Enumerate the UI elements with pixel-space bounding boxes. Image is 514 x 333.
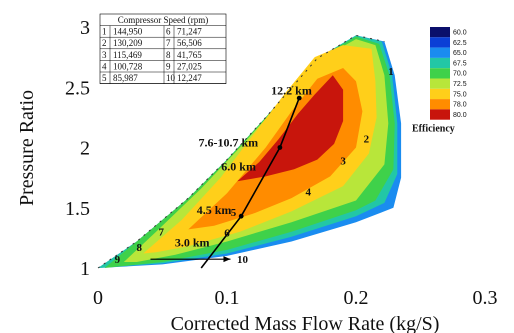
speed-table-cell: 7 (166, 38, 171, 48)
speed-line-10-arrowhead (223, 256, 231, 263)
speed-table-cell: 115,469 (113, 50, 142, 60)
legend-label-4: 70.0 (453, 71, 467, 78)
speed-table-cell: 5 (102, 73, 107, 83)
x-axis-label: Corrected Mass Flow Rate (kg/S) (171, 313, 440, 333)
speed-table-cell: 71,247 (177, 27, 202, 37)
y-tick-label-4: 3 (80, 17, 90, 39)
speed-line-label-2: 2 (364, 134, 370, 146)
speed-line-labels: 1 2 3 4 56 7 8 9 10 (115, 66, 394, 266)
speed-line-label-8: 8 (137, 242, 143, 254)
altitude-label-3: 6.0 km (221, 159, 256, 173)
speed-table-cell: 100,728 (113, 61, 143, 71)
operating-line (200, 95, 302, 269)
speed-table-cell: 9 (166, 61, 171, 71)
y-tick-label-1: 1.5 (65, 198, 90, 220)
speed-table-cell: 10 (166, 73, 176, 83)
legend-swatch-7 (430, 99, 450, 110)
speed-line-label-10: 10 (237, 254, 249, 266)
speed-table-cell: 12,247 (177, 73, 202, 83)
y-tick-label-3: 2.5 (65, 77, 90, 99)
legend-label-3: 67.5 (453, 60, 467, 67)
surge-line-path (97, 34, 385, 269)
legend-swatch-4 (430, 68, 450, 79)
speed-table-cell: 6 (166, 27, 171, 37)
y-axis-label: Pressure Ratio (16, 90, 38, 206)
legend-title: Efficiency (412, 124, 455, 135)
speed-table-cell: 27,025 (177, 61, 202, 71)
x-tick-label-0: 0 (93, 287, 103, 309)
speed-table-cell: 8 (166, 50, 171, 60)
speed-line-label-1: 1 (388, 66, 394, 78)
legend-swatch-3 (430, 57, 450, 69)
legend-label-2: 65.0 (453, 50, 467, 57)
efficiency-regions (98, 35, 402, 269)
axes: 0 0.1 0.2 0.3 1 1.5 2 2.5 3 (65, 17, 498, 309)
speed-line-label-9: 9 (115, 254, 121, 266)
speed-table-cell: 56,506 (177, 38, 202, 48)
operating-point-3 (296, 95, 302, 101)
legend-label-1: 62.5 (453, 40, 467, 47)
legend-swatch-2 (430, 47, 450, 58)
legend-swatch-1 (430, 37, 450, 48)
operating-line-path (200, 97, 300, 269)
speed-line-label-5: 5 (231, 207, 237, 219)
altitude-label-2: 7.6-10.7 km (198, 135, 258, 149)
speed-line-label-6: 6 (224, 228, 230, 240)
altitude-label-1: 12.2 km (271, 83, 312, 97)
operating-point-labels: 12.2 km 7.6-10.7 km 6.0 km 4.5 km 3.0 km (175, 83, 312, 249)
speed-table-cell: 144,950 (113, 27, 143, 37)
legend-swatch-8 (430, 109, 450, 120)
speed-line-label-4: 4 (306, 187, 312, 199)
x-tick-label-1: 0.1 (215, 287, 240, 309)
speed-table: Compressor Speed (rpm) 1 144,950 6 71,247 2 13… (99, 13, 227, 84)
y-tick-label-2: 2 (80, 138, 90, 160)
legend-label-6: 75.0 (453, 91, 467, 98)
surge-line (97, 34, 385, 269)
speed-table-title: Compressor Speed (rpm) (118, 15, 208, 25)
operating-point-1 (238, 213, 244, 219)
speed-line-label-7: 7 (158, 226, 164, 238)
operating-point-2 (277, 145, 283, 150)
legend-swatch-5 (430, 78, 450, 89)
legend-label-0: 60.0 (453, 30, 467, 37)
legend-label-8: 80.0 (453, 112, 467, 119)
speed-table-cell: 2 (102, 38, 107, 48)
altitude-label-5: 3.0 km (175, 235, 210, 249)
efficiency-region-80-0 (237, 75, 344, 182)
speed-table-cell: 85,987 (113, 73, 138, 83)
y-tick-label-0: 1 (80, 258, 90, 280)
legend-swatch-6 (430, 88, 450, 100)
speed-table-cell: 41,765 (177, 50, 202, 60)
legend-label-7: 78.0 (453, 102, 467, 109)
x-tick-label-3: 0.3 (473, 287, 498, 309)
speed-table-cell: 4 (102, 61, 107, 71)
efficiency-legend: 60.0 62.5 65.0 67.5 70.0 72.5 75.0 78.0 80.0 Effi… (412, 27, 467, 135)
speed-table-cell: 1 (102, 27, 107, 37)
legend-swatch-0 (430, 27, 450, 38)
speed-table-cell: 130,209 (113, 38, 143, 48)
x-tick-label-2: 0.2 (344, 287, 369, 309)
legend-label-5: 72.5 (453, 81, 467, 88)
altitude-label-4: 4.5 km (197, 203, 232, 217)
speed-line-label-3: 3 (340, 155, 346, 167)
speed-table-cell: 3 (102, 50, 107, 60)
